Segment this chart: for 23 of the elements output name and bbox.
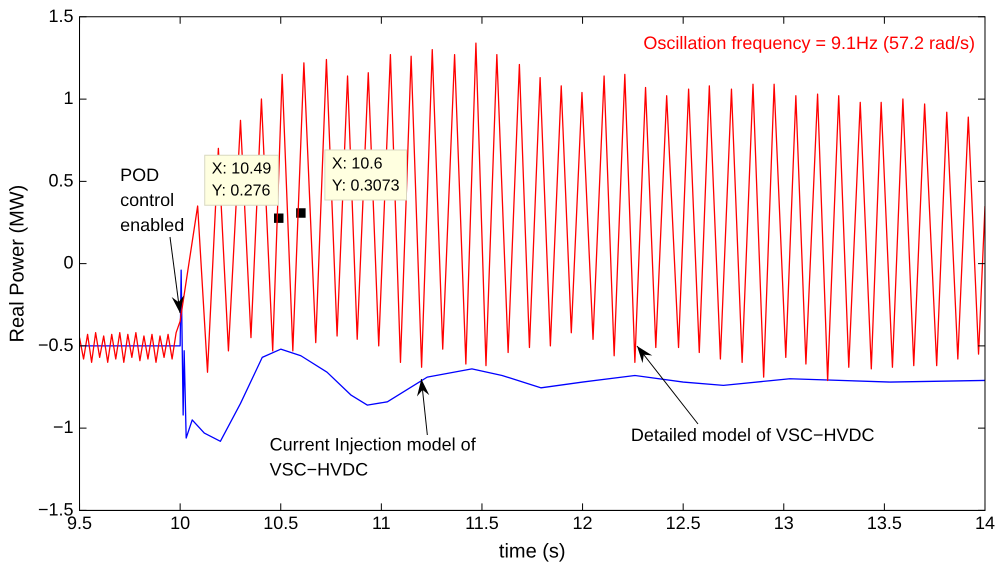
x-tick-label: 14: [974, 513, 996, 534]
x-tick-label: 10.5: [263, 513, 298, 534]
x-tick-label: 10: [170, 513, 190, 534]
annotation: X: 10.49 Y: 0.276: [212, 160, 272, 200]
annotation: POD control enabled: [120, 164, 184, 235]
annotation: Oscillation frequency = 9.1Hz (57.2 rad/s): [643, 32, 976, 53]
y-tick-label: 0.5: [48, 170, 74, 190]
annotation: Current Injection model of VSC−HVDC: [270, 434, 477, 480]
x-tick-label: 11: [372, 513, 391, 534]
x-tick-label: 11.5: [465, 513, 499, 534]
annotation: X: 10.6 Y: 0.3073: [332, 155, 400, 194]
y-axis-title: Real Power (MW): [6, 184, 29, 342]
annotation: Detailed model of VSC−HVDC: [630, 424, 874, 445]
y-tick-label: 1: [64, 88, 74, 108]
y-tick-label: 0: [64, 252, 74, 273]
y-tick-label: 1.5: [48, 6, 74, 26]
x-tick-label: 12: [572, 513, 593, 534]
x-tick-label: 13: [774, 513, 794, 534]
y-tick-label: −0.5: [38, 334, 74, 355]
x-tick-label: 13.5: [866, 513, 902, 534]
y-tick-label: −1: [53, 417, 74, 438]
x-tick-label: 12.5: [666, 513, 701, 534]
x-axis-title: time (s): [498, 540, 566, 563]
